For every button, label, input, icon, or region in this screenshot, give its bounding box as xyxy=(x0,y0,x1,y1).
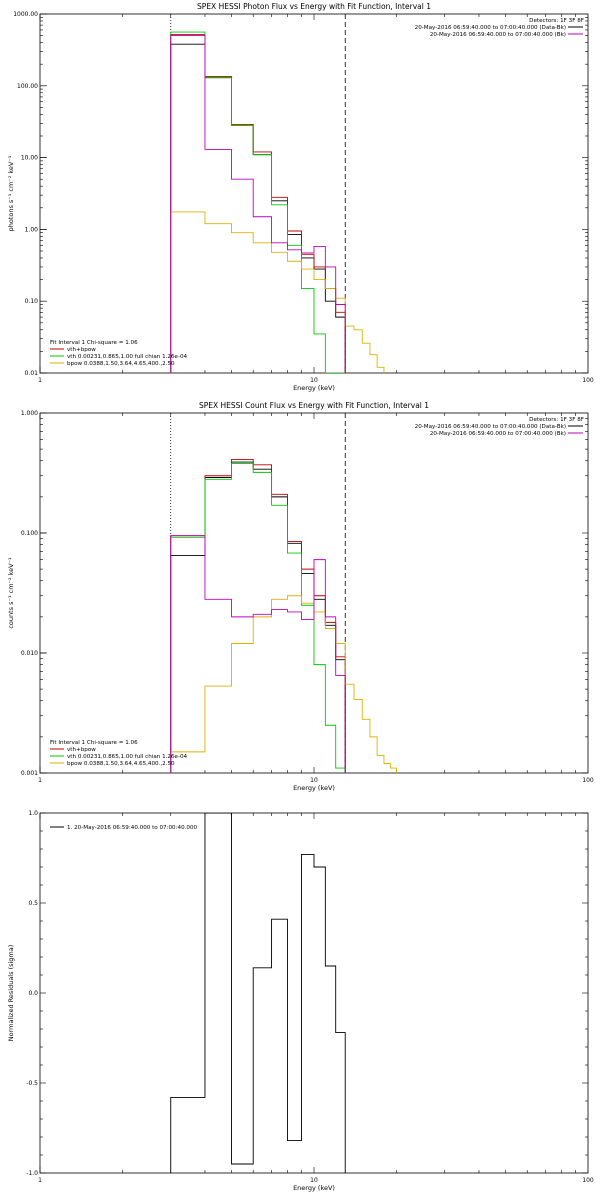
y-axis-label: photons s⁻¹ cm⁻² keV⁻¹ xyxy=(7,155,15,231)
y-tick-label: 10.00 xyxy=(21,155,38,162)
fit-summary-label: Fit Interval 1 Chi-square = 1.06 xyxy=(50,340,138,346)
x-axis-label: Energy (keV) xyxy=(293,1184,335,1192)
y-axis-label: Normalized Residuals (sigma) xyxy=(7,945,15,1042)
y-tick-label: 0.100 xyxy=(21,530,38,537)
count-flux-panel: SPEX HESSI Count Flux vs Energy with Fit… xyxy=(7,401,594,792)
legend-component-label: bpow 0.0388,1.50,3.64,4.65,400.,2.50 xyxy=(67,761,175,767)
y-tick-label: -1.0 xyxy=(26,1170,38,1177)
x-tick-label: 10 xyxy=(310,777,318,784)
y-tick-label: 0.01 xyxy=(25,370,39,377)
x-tick-label: 1 xyxy=(38,377,42,384)
y-tick-label: 0.10 xyxy=(25,298,39,305)
y-tick-label: 0.0 xyxy=(28,990,38,997)
series-vth xyxy=(170,462,346,773)
x-tick-label: 100 xyxy=(582,1177,594,1184)
series-vth xyxy=(170,31,346,373)
legend-interval-label: 20-May-2016 06:59:40.000 to 07:00:40.000… xyxy=(415,424,566,430)
series-bpow xyxy=(170,211,385,373)
residuals-panel: 1 10 100 Energy (keV) -1.0 -0.5 0.0 0.5 1.0 Norma… xyxy=(7,810,594,1192)
x-tick-label: 10 xyxy=(310,1177,318,1184)
chart-title: SPEX HESSI Count Flux vs Energy with Fit… xyxy=(199,401,429,410)
y-tick-label: 1000.00 xyxy=(13,11,38,18)
y-tick-label: 1.0 xyxy=(28,810,38,817)
y-axis-label: counts s⁻¹ cm⁻² keV⁻¹ xyxy=(7,557,15,629)
legend-component-label: vth+bpow xyxy=(67,747,96,753)
x-tick-label: 1 xyxy=(38,1177,42,1184)
y-tick-label: 100.00 xyxy=(17,83,38,90)
legend-component-label: vth 0.00231,0.865,1.00 full chian 1.26e-… xyxy=(67,754,188,760)
y-tick-label: 1.000 xyxy=(21,410,38,417)
series-bpow xyxy=(170,595,397,773)
x-tick-label: 10 xyxy=(310,377,318,384)
series-group xyxy=(170,813,346,1173)
x-axis-label: Energy (keV) xyxy=(293,384,335,392)
series-residuals xyxy=(170,813,346,1173)
series-bk xyxy=(170,535,346,773)
series-group xyxy=(170,31,385,373)
x-tick-label: 100 xyxy=(582,777,594,784)
y-tick-label: -0.5 xyxy=(26,1080,38,1087)
legend-component-label: vth+bpow xyxy=(67,347,96,353)
series-total xyxy=(170,459,346,773)
fit-summary-label: Fit Interval 1 Chi-square = 1.06 xyxy=(50,740,138,746)
legend-interval-label: 20-May-2016 06:59:40.000 to 07:00:40.000… xyxy=(430,431,566,437)
detectors-label: Detectors: 1F 3F 8F xyxy=(529,417,584,423)
x-tick-label: 100 xyxy=(582,377,594,384)
legend-interval-label: 20-May-2016 06:59:40.000 to 07:00:40.000… xyxy=(415,25,566,31)
legend-component-label: vth 0.00231,0.865,1.00 full chian 1.26e-… xyxy=(67,354,188,360)
y-tick-label: 0.001 xyxy=(21,770,38,777)
y-tick-label: 0.5 xyxy=(28,900,38,907)
y-tick-label: 1.00 xyxy=(25,226,39,233)
chart-title: SPEX HESSI Photon Flux vs Energy with Fi… xyxy=(197,2,431,11)
legend-component-label: bpow 0.0388,1.50,3.64,4.65,400.,2.50 xyxy=(67,361,175,367)
x-axis-label: Energy (keV) xyxy=(293,784,335,792)
x-tick-label: 1 xyxy=(38,777,42,784)
photon-flux-panel: SPEX HESSI Photon Flux vs Energy with Fi… xyxy=(7,2,594,392)
legend-interval-label: 1. 20-May-2016 06:59:40.000 to 07:00:40.… xyxy=(67,825,198,831)
detectors-label: Detectors: 1F 3F 8F xyxy=(529,18,584,24)
series-data xyxy=(170,461,346,773)
series-data xyxy=(170,43,346,373)
series-total xyxy=(170,33,346,373)
series-group xyxy=(170,459,397,773)
y-tick-label: 0.010 xyxy=(21,650,38,657)
series-bk xyxy=(170,35,346,373)
legend-interval-label: 20-May-2016 06:59:40.000 to 07:00:40.000… xyxy=(430,32,566,38)
